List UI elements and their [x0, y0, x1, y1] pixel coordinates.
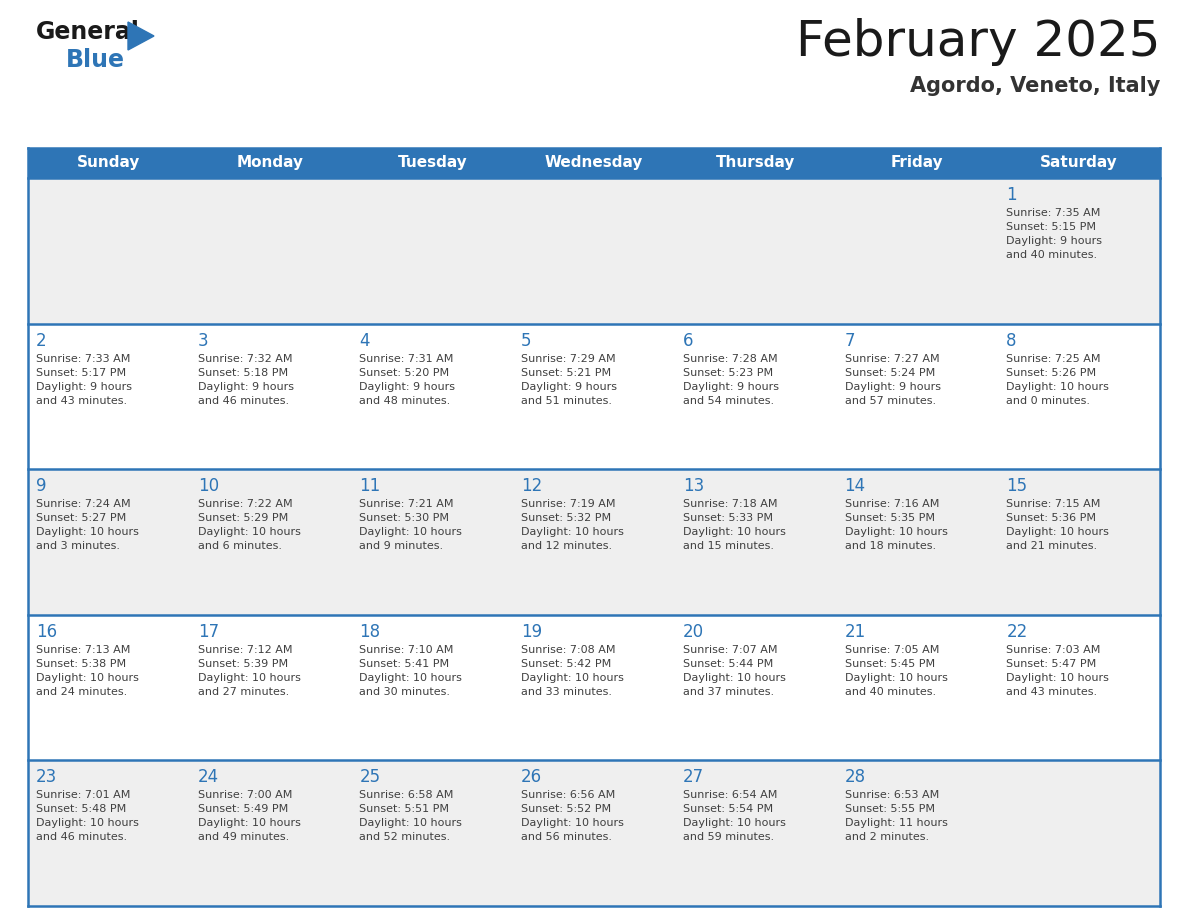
Bar — [29, 615, 1159, 760]
Text: 21: 21 — [845, 622, 866, 641]
Text: Blue: Blue — [67, 48, 125, 72]
Text: 8: 8 — [1006, 331, 1017, 350]
Text: 20: 20 — [683, 622, 704, 641]
Text: 25: 25 — [360, 768, 380, 787]
Text: 5: 5 — [522, 331, 532, 350]
Text: Sunrise: 7:27 AM
Sunset: 5:24 PM
Daylight: 9 hours
and 57 minutes.: Sunrise: 7:27 AM Sunset: 5:24 PM Dayligh… — [845, 353, 941, 406]
Text: Friday: Friday — [891, 155, 943, 171]
Bar — [29, 148, 1159, 178]
Text: Agordo, Veneto, Italy: Agordo, Veneto, Italy — [910, 76, 1159, 96]
Polygon shape — [128, 22, 154, 50]
Text: Sunrise: 7:29 AM
Sunset: 5:21 PM
Daylight: 9 hours
and 51 minutes.: Sunrise: 7:29 AM Sunset: 5:21 PM Dayligh… — [522, 353, 617, 406]
Text: Sunrise: 7:31 AM
Sunset: 5:20 PM
Daylight: 9 hours
and 48 minutes.: Sunrise: 7:31 AM Sunset: 5:20 PM Dayligh… — [360, 353, 455, 406]
Text: Sunday: Sunday — [77, 155, 140, 171]
Text: 17: 17 — [197, 622, 219, 641]
Text: Sunrise: 6:53 AM
Sunset: 5:55 PM
Daylight: 11 hours
and 2 minutes.: Sunrise: 6:53 AM Sunset: 5:55 PM Dayligh… — [845, 790, 948, 843]
Bar — [29, 760, 1159, 906]
Text: Sunrise: 7:33 AM
Sunset: 5:17 PM
Daylight: 9 hours
and 43 minutes.: Sunrise: 7:33 AM Sunset: 5:17 PM Dayligh… — [36, 353, 132, 406]
Text: 12: 12 — [522, 477, 543, 495]
Text: 6: 6 — [683, 331, 694, 350]
Text: Sunrise: 7:28 AM
Sunset: 5:23 PM
Daylight: 9 hours
and 54 minutes.: Sunrise: 7:28 AM Sunset: 5:23 PM Dayligh… — [683, 353, 779, 406]
Text: 19: 19 — [522, 622, 542, 641]
Text: Tuesday: Tuesday — [398, 155, 467, 171]
Text: Sunrise: 7:25 AM
Sunset: 5:26 PM
Daylight: 10 hours
and 0 minutes.: Sunrise: 7:25 AM Sunset: 5:26 PM Dayligh… — [1006, 353, 1110, 406]
Text: Sunrise: 7:32 AM
Sunset: 5:18 PM
Daylight: 9 hours
and 46 minutes.: Sunrise: 7:32 AM Sunset: 5:18 PM Dayligh… — [197, 353, 293, 406]
Text: 4: 4 — [360, 331, 369, 350]
Text: 16: 16 — [36, 622, 57, 641]
Text: 3: 3 — [197, 331, 208, 350]
Text: February 2025: February 2025 — [796, 18, 1159, 66]
Text: Sunrise: 7:19 AM
Sunset: 5:32 PM
Daylight: 10 hours
and 12 minutes.: Sunrise: 7:19 AM Sunset: 5:32 PM Dayligh… — [522, 499, 624, 551]
Bar — [29, 178, 1159, 324]
Text: Thursday: Thursday — [716, 155, 796, 171]
Text: 24: 24 — [197, 768, 219, 787]
Text: 23: 23 — [36, 768, 57, 787]
Text: Sunrise: 7:15 AM
Sunset: 5:36 PM
Daylight: 10 hours
and 21 minutes.: Sunrise: 7:15 AM Sunset: 5:36 PM Dayligh… — [1006, 499, 1110, 551]
Text: Sunrise: 7:07 AM
Sunset: 5:44 PM
Daylight: 10 hours
and 37 minutes.: Sunrise: 7:07 AM Sunset: 5:44 PM Dayligh… — [683, 644, 785, 697]
Text: 27: 27 — [683, 768, 704, 787]
Text: Sunrise: 7:10 AM
Sunset: 5:41 PM
Daylight: 10 hours
and 30 minutes.: Sunrise: 7:10 AM Sunset: 5:41 PM Dayligh… — [360, 644, 462, 697]
Text: Wednesday: Wednesday — [545, 155, 643, 171]
Text: 26: 26 — [522, 768, 542, 787]
Text: 13: 13 — [683, 477, 704, 495]
Text: General: General — [36, 20, 140, 44]
Text: 2: 2 — [36, 331, 46, 350]
Text: Sunrise: 6:58 AM
Sunset: 5:51 PM
Daylight: 10 hours
and 52 minutes.: Sunrise: 6:58 AM Sunset: 5:51 PM Dayligh… — [360, 790, 462, 843]
Text: 22: 22 — [1006, 622, 1028, 641]
Text: Sunrise: 7:18 AM
Sunset: 5:33 PM
Daylight: 10 hours
and 15 minutes.: Sunrise: 7:18 AM Sunset: 5:33 PM Dayligh… — [683, 499, 785, 551]
Text: Sunrise: 7:35 AM
Sunset: 5:15 PM
Daylight: 9 hours
and 40 minutes.: Sunrise: 7:35 AM Sunset: 5:15 PM Dayligh… — [1006, 208, 1102, 260]
Text: 14: 14 — [845, 477, 866, 495]
Text: 7: 7 — [845, 331, 855, 350]
Text: Sunrise: 6:54 AM
Sunset: 5:54 PM
Daylight: 10 hours
and 59 minutes.: Sunrise: 6:54 AM Sunset: 5:54 PM Dayligh… — [683, 790, 785, 843]
Text: 28: 28 — [845, 768, 866, 787]
Text: Sunrise: 7:13 AM
Sunset: 5:38 PM
Daylight: 10 hours
and 24 minutes.: Sunrise: 7:13 AM Sunset: 5:38 PM Dayligh… — [36, 644, 139, 697]
Text: 15: 15 — [1006, 477, 1028, 495]
Text: Sunrise: 7:00 AM
Sunset: 5:49 PM
Daylight: 10 hours
and 49 minutes.: Sunrise: 7:00 AM Sunset: 5:49 PM Dayligh… — [197, 790, 301, 843]
Text: 9: 9 — [36, 477, 46, 495]
Text: Sunrise: 7:22 AM
Sunset: 5:29 PM
Daylight: 10 hours
and 6 minutes.: Sunrise: 7:22 AM Sunset: 5:29 PM Dayligh… — [197, 499, 301, 551]
Text: Sunrise: 6:56 AM
Sunset: 5:52 PM
Daylight: 10 hours
and 56 minutes.: Sunrise: 6:56 AM Sunset: 5:52 PM Dayligh… — [522, 790, 624, 843]
Text: Sunrise: 7:08 AM
Sunset: 5:42 PM
Daylight: 10 hours
and 33 minutes.: Sunrise: 7:08 AM Sunset: 5:42 PM Dayligh… — [522, 644, 624, 697]
Text: Sunrise: 7:12 AM
Sunset: 5:39 PM
Daylight: 10 hours
and 27 minutes.: Sunrise: 7:12 AM Sunset: 5:39 PM Dayligh… — [197, 644, 301, 697]
Text: Sunrise: 7:16 AM
Sunset: 5:35 PM
Daylight: 10 hours
and 18 minutes.: Sunrise: 7:16 AM Sunset: 5:35 PM Dayligh… — [845, 499, 948, 551]
Text: Sunrise: 7:01 AM
Sunset: 5:48 PM
Daylight: 10 hours
and 46 minutes.: Sunrise: 7:01 AM Sunset: 5:48 PM Dayligh… — [36, 790, 139, 843]
Bar — [29, 324, 1159, 469]
Text: 11: 11 — [360, 477, 380, 495]
Bar — [29, 469, 1159, 615]
Text: 18: 18 — [360, 622, 380, 641]
Text: Saturday: Saturday — [1041, 155, 1118, 171]
Text: Sunrise: 7:05 AM
Sunset: 5:45 PM
Daylight: 10 hours
and 40 minutes.: Sunrise: 7:05 AM Sunset: 5:45 PM Dayligh… — [845, 644, 948, 697]
Text: Sunrise: 7:03 AM
Sunset: 5:47 PM
Daylight: 10 hours
and 43 minutes.: Sunrise: 7:03 AM Sunset: 5:47 PM Dayligh… — [1006, 644, 1110, 697]
Text: Monday: Monday — [238, 155, 304, 171]
Text: 10: 10 — [197, 477, 219, 495]
Text: 1: 1 — [1006, 186, 1017, 204]
Text: Sunrise: 7:24 AM
Sunset: 5:27 PM
Daylight: 10 hours
and 3 minutes.: Sunrise: 7:24 AM Sunset: 5:27 PM Dayligh… — [36, 499, 139, 551]
Text: Sunrise: 7:21 AM
Sunset: 5:30 PM
Daylight: 10 hours
and 9 minutes.: Sunrise: 7:21 AM Sunset: 5:30 PM Dayligh… — [360, 499, 462, 551]
